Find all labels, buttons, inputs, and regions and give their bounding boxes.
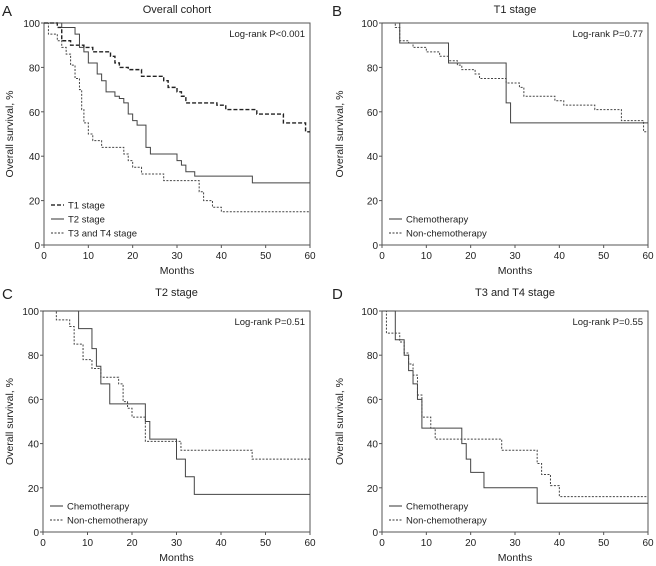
panel-b: B T1 stage 0 10 20 30 40 50 60 0 20 40 60 80 100 Months… — [332, 3, 654, 277]
y-tick-label: 40 — [29, 152, 41, 163]
y-tick-label: 100 — [22, 307, 39, 318]
y-tick-label: 100 — [23, 19, 40, 30]
x-tick-label: 10 — [83, 251, 95, 262]
panel-c: C T2 stage 0 10 20 30 40 50 60 0 20 40 60 80 100 Months… — [2, 286, 316, 564]
legend-label: Non-chemotherapy — [67, 516, 148, 527]
x-axis-label: Months — [159, 552, 193, 564]
x-tick-label: 50 — [260, 538, 272, 549]
y-tick-label: 80 — [367, 351, 379, 362]
x-tick-label: 40 — [554, 538, 566, 549]
x-tick-label: 10 — [421, 251, 433, 262]
x-tick-label: 40 — [554, 251, 566, 262]
log-rank-annotation: Log-rank P=0.55 — [572, 317, 643, 328]
log-rank-annotation: Log-rank P=0.77 — [572, 29, 643, 40]
x-axis-label: Months — [160, 265, 194, 277]
panel-letter: D — [332, 286, 343, 303]
x-tick-label: 20 — [126, 538, 138, 549]
x-tick-label: 60 — [304, 538, 316, 549]
panel-title: T3 and T4 stage — [475, 287, 555, 299]
survival-curve-chemotherapy — [382, 22, 648, 124]
survival-curve-non-chemotherapy — [43, 310, 310, 460]
x-tick-label: 50 — [598, 538, 610, 549]
y-tick-label: 80 — [29, 63, 41, 74]
y-tick-label: 20 — [367, 484, 379, 495]
x-tick-label: 0 — [379, 251, 385, 262]
x-tick-label: 10 — [82, 538, 94, 549]
y-tick-label: 40 — [367, 440, 379, 451]
x-tick-label: 0 — [41, 251, 47, 262]
y-tick-label: 80 — [28, 351, 40, 362]
x-tick-label: 40 — [216, 251, 228, 262]
y-tick-label: 0 — [33, 528, 39, 539]
panel-letter: A — [2, 3, 12, 20]
y-tick-label: 100 — [361, 19, 378, 30]
survival-curve-non-chemotherapy — [382, 22, 648, 133]
y-tick-label: 40 — [28, 440, 40, 451]
y-tick-label: 60 — [367, 108, 379, 119]
plot-frame — [381, 22, 649, 246]
x-tick-label: 30 — [171, 538, 183, 549]
x-tick-label: 40 — [215, 538, 227, 549]
panel-title: T1 stage — [494, 4, 537, 16]
x-tick-label: 50 — [260, 251, 272, 262]
x-tick-label: 60 — [642, 538, 654, 549]
x-tick-label: 0 — [379, 538, 385, 549]
y-axis-label: Overall survival, % — [334, 91, 346, 178]
y-tick-label: 20 — [28, 484, 40, 495]
y-tick-label: 60 — [367, 395, 379, 406]
legend-label: T3 and T4 stage — [68, 229, 137, 240]
y-tick-label: 0 — [372, 528, 378, 539]
log-rank-annotation: Log-rank P=0.51 — [234, 317, 305, 328]
x-tick-label: 50 — [598, 251, 610, 262]
plot-frame — [42, 310, 311, 533]
legend-label: Chemotherapy — [406, 215, 469, 226]
survival-curve-t3-and-t4-stage — [44, 22, 310, 213]
x-tick-label: 30 — [171, 251, 183, 262]
legend-label: Chemotherapy — [67, 502, 130, 513]
legend-label: T2 stage — [68, 215, 105, 226]
x-axis-label: Months — [498, 265, 532, 277]
survival-curve-chemotherapy — [43, 310, 310, 495]
panel-title: T2 stage — [155, 287, 198, 299]
x-tick-label: 20 — [465, 251, 477, 262]
legend-label: T1 stage — [68, 201, 105, 212]
x-tick-label: 60 — [304, 251, 316, 262]
log-rank-annotation: Log-rank P<0.001 — [229, 29, 305, 40]
panel-a: A Overall cohort 0 10 20 30 40 50 60 0 20 40 60 80 100… — [2, 3, 316, 277]
y-tick-label: 80 — [367, 63, 379, 74]
panel-d: D T3 and T4 stage 0 10 20 30 40 50 60 0 20 40 60 80 10… — [332, 286, 654, 564]
y-axis-label: Overall survival, % — [334, 378, 346, 465]
x-axis-label: Months — [498, 552, 532, 564]
y-axis-label: Overall survival, % — [4, 91, 16, 178]
y-tick-label: 20 — [29, 197, 41, 208]
panel-title: Overall cohort — [143, 4, 211, 16]
panel-letter: B — [332, 3, 342, 20]
survival-curve-t1-stage — [44, 22, 310, 133]
legend-label: Non-chemotherapy — [406, 229, 487, 240]
x-tick-label: 60 — [642, 251, 654, 262]
x-tick-label: 20 — [127, 251, 139, 262]
survival-curve-t2-stage — [44, 22, 310, 184]
x-tick-label: 30 — [509, 251, 521, 262]
x-tick-label: 30 — [509, 538, 521, 549]
x-tick-label: 20 — [465, 538, 477, 549]
y-axis-label: Overall survival, % — [4, 378, 16, 465]
legend-label: Non-chemotherapy — [406, 516, 487, 527]
y-tick-label: 40 — [367, 152, 379, 163]
legend-label: Chemotherapy — [406, 502, 469, 513]
y-tick-label: 60 — [28, 395, 40, 406]
x-tick-label: 0 — [40, 538, 46, 549]
y-tick-label: 0 — [372, 241, 378, 252]
y-tick-label: 100 — [361, 307, 378, 318]
y-tick-label: 60 — [29, 108, 41, 119]
y-tick-label: 20 — [367, 197, 379, 208]
x-tick-label: 10 — [421, 538, 433, 549]
survival-curve-chemotherapy — [382, 310, 648, 504]
y-tick-label: 0 — [34, 241, 40, 252]
panel-letter: C — [2, 286, 13, 303]
